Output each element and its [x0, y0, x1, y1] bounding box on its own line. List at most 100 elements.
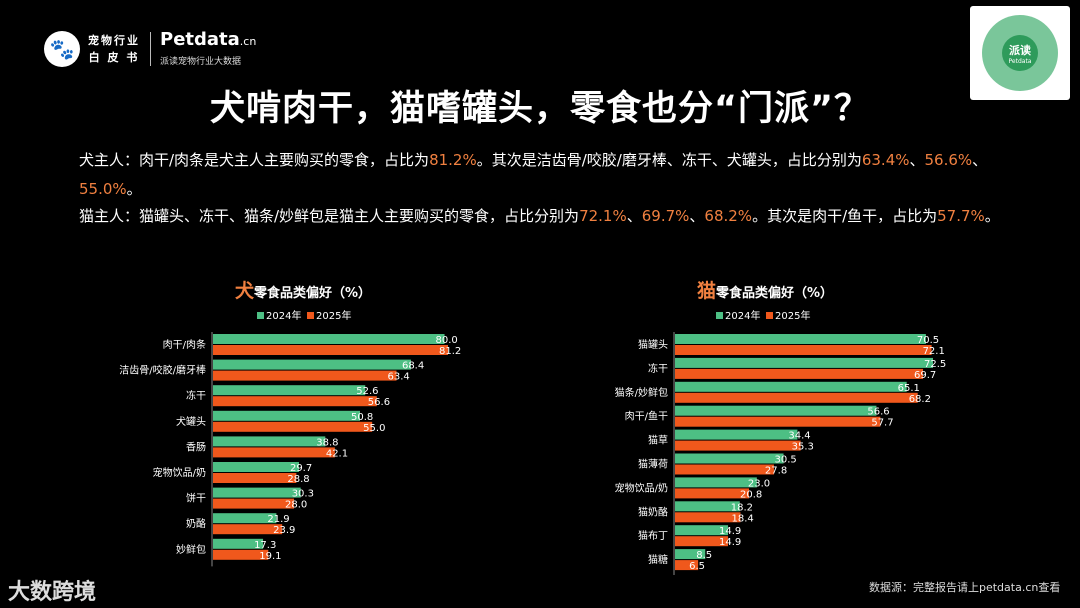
dog-data-label: 42.1: [326, 448, 348, 459]
cat-data-label: 34.4: [788, 431, 810, 442]
cat-bar-2024: [675, 334, 926, 344]
dog-data-label: 56.6: [368, 397, 390, 408]
cat-bar-2024: [675, 381, 907, 392]
dog-bar-2024: [213, 334, 445, 344]
qr-label: 派读: [1009, 43, 1031, 57]
p1-sep2: 、: [972, 151, 988, 169]
dog-data-label: 23.9: [273, 525, 295, 536]
dog-data-label: 17.3: [254, 540, 276, 551]
footer-logo: 大数跨境: [8, 580, 97, 605]
logo-cn-text: 宠物行业 白 皮 书: [88, 32, 140, 66]
dog-bar-2024: [213, 436, 326, 447]
qr-badge: 派读 Petdata: [982, 15, 1058, 91]
dog-category-label: 洁齿骨/咬胶/磨牙棒: [119, 364, 206, 377]
cat-bar-2024: [675, 525, 729, 536]
dog-category-label: 饼干: [186, 492, 206, 505]
cat-category-label: 猫糖: [648, 553, 668, 566]
cat-data-label: 14.9: [719, 526, 741, 537]
p1-value1: 81.2%: [429, 151, 477, 169]
cat-data-label: 57.7: [871, 418, 893, 429]
dog-legend-swatch-0: [257, 312, 264, 319]
cat-data-label: 6.5: [689, 561, 705, 572]
cat-data-label: 68.2: [909, 394, 931, 405]
cat-bar-2025: [675, 464, 774, 475]
p1-value4: 55.0%: [79, 180, 127, 198]
cat-chart-title-text: 零食品类偏好（%）: [716, 286, 834, 301]
dog-data-label: 80.0: [436, 335, 458, 346]
dog-bar-2024: [213, 462, 299, 472]
brand-text: Petdata: [160, 29, 240, 50]
dog-data-label: 29.7: [290, 463, 312, 474]
dog-data-label: 50.8: [351, 412, 373, 423]
dog-data-label: 68.4: [402, 361, 424, 372]
dog-data-label: 28.8: [287, 474, 309, 485]
cat-bar-2024: [675, 453, 784, 464]
dog-chart-title-prefix: 犬: [235, 280, 255, 302]
cat-category-label: 猫罐头: [638, 338, 668, 351]
logo-line2: 白 皮 书: [88, 50, 140, 64]
p1-text1: 犬主人：肉干/肉条是犬主人主要购买的零食，占比为: [79, 151, 430, 169]
dog-category-label: 妙鲜包: [176, 543, 206, 556]
data-source-note: 数据源：完整报告请上petdata.cn查看: [869, 581, 1061, 594]
p1-value3: 56.6%: [924, 151, 973, 169]
cat-bar-2025: [675, 536, 729, 547]
dog-data-label: 28.0: [285, 500, 307, 511]
dog-bar-2024: [213, 359, 411, 370]
dog-category-label: 奶酪: [186, 517, 206, 530]
cat-category-label: 肉干/鱼干: [625, 410, 668, 423]
dog-bar-2024: [213, 538, 264, 549]
cat-bar-2025: [675, 392, 918, 403]
cat-category-label: 猫布丁: [638, 529, 668, 542]
cat-bar-2025: [675, 488, 750, 499]
cat-bar-2025: [675, 560, 699, 571]
cat-category-label: 猫草: [648, 434, 668, 447]
cat-bar-2025: [675, 512, 741, 523]
qr-center-dot: [1002, 35, 1038, 71]
qr-code: 派读 Petdata: [970, 6, 1070, 100]
cat-data-label: 20.8: [740, 489, 762, 500]
cat-category-label: 猫薄荷: [638, 458, 668, 471]
cat-data-label: 30.5: [775, 455, 797, 466]
brand-name: Petdata.cn: [160, 30, 256, 52]
p2-value2: 69.7%: [641, 207, 690, 225]
dog-bar-2025: [213, 421, 373, 432]
dog-legend-swatch-1: [307, 312, 314, 319]
cat-data-label: 72.1: [923, 346, 945, 357]
cat-data-label: 35.3: [792, 442, 814, 453]
dog-category-label: 肉干/肉条: [163, 338, 206, 351]
cat-data-label: 18.2: [731, 502, 753, 513]
page-title: 犬啃肉干，猫嗜罐头，零食也分“门派”？: [209, 89, 870, 129]
dog-owner-paragraph: 犬主人：肉干/肉条是犬主人主要购买的零食，占比为81.2%。其次是洁齿骨/咬胶/…: [79, 146, 1039, 204]
cat-data-label: 27.8: [765, 466, 787, 477]
dog-bar-2024: [213, 410, 361, 421]
p2-text3: 。: [984, 207, 1000, 225]
dog-bar-2025: [213, 549, 269, 560]
cat-data-label: 8.5: [696, 550, 712, 561]
cat-category-label: 猫奶酪: [638, 505, 668, 518]
dog-chart-title-text: 零食品类偏好（%）: [254, 286, 372, 301]
dog-category-label: 冻干: [186, 389, 206, 402]
dog-bar-2025: [213, 345, 448, 355]
dog-data-label: 21.9: [267, 514, 289, 525]
p2-value1: 72.1%: [579, 207, 627, 225]
dog-chart-title: 犬零食品类偏好（%）: [235, 276, 371, 303]
cat-bar-2025: [675, 368, 924, 379]
dog-data-label: 30.3: [292, 489, 314, 500]
cat-legend-label-1: 2025年: [775, 309, 810, 322]
cat-bar-2025: [675, 416, 881, 427]
cat-chart-title: 猫零食品类偏好（%）: [697, 276, 833, 303]
logo-brand-block: Petdata.cn 派读宠物行业大数据: [160, 30, 256, 68]
cat-category-label: 猫条/妙鲜包: [615, 386, 668, 399]
logo-line1: 宠物行业: [88, 33, 140, 47]
cat-bar-2024: [675, 405, 877, 416]
cat-category-label: 宠物饮品/奶: [615, 481, 668, 494]
cat-data-label: 69.7: [914, 370, 936, 381]
dog-bar-2025: [213, 396, 377, 407]
cat-legend-swatch-0: [716, 312, 723, 319]
dog-legend-label-0: 2024年: [266, 309, 301, 322]
cat-bar-2024: [675, 501, 740, 512]
cat-bar-2025: [675, 440, 801, 451]
dog-bar-2025: [213, 524, 283, 535]
cat-data-label: 23.0: [748, 478, 770, 489]
dog-data-label: 63.4: [387, 372, 409, 383]
